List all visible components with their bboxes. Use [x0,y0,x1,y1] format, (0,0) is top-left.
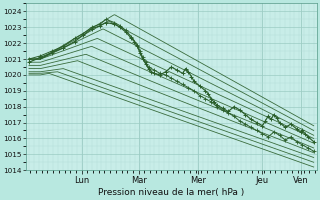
X-axis label: Pression niveau de la mer( hPa ): Pression niveau de la mer( hPa ) [98,188,244,197]
